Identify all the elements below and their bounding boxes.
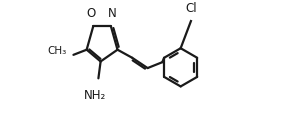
Text: NH₂: NH₂ [83, 89, 106, 102]
Text: Cl: Cl [185, 2, 197, 15]
Text: O: O [87, 7, 96, 20]
Text: N: N [108, 7, 117, 20]
Text: CH₃: CH₃ [48, 46, 67, 56]
